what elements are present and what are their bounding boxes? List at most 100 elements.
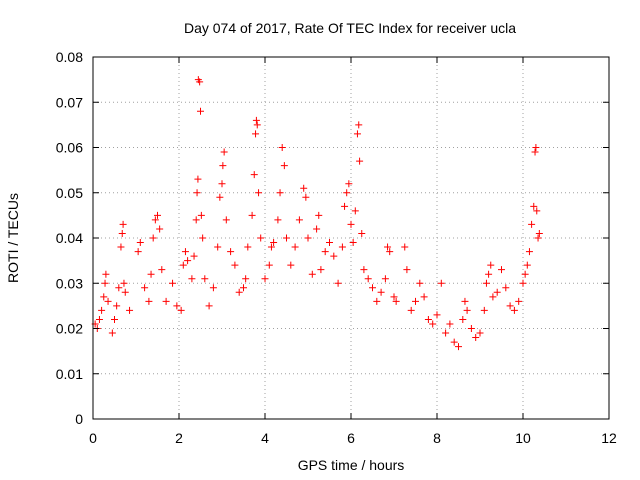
y-tick-label: 0.03 [56, 275, 83, 291]
data-point [403, 266, 411, 274]
data-point [201, 275, 209, 283]
data-point [523, 261, 531, 269]
data-point [463, 306, 471, 314]
data-point [392, 297, 400, 305]
data-point [341, 202, 349, 210]
data-point [386, 248, 394, 256]
data-point [321, 248, 329, 256]
data-point [360, 266, 368, 274]
data-point [429, 320, 437, 328]
y-tick-label: 0 [75, 411, 83, 427]
data-point [102, 270, 110, 278]
data-point [381, 275, 389, 283]
data-point [338, 243, 346, 251]
y-tick-label: 0.04 [56, 230, 83, 246]
x-tick-label: 12 [601, 430, 617, 446]
data-point [424, 315, 432, 323]
data-point [377, 288, 385, 296]
data-point [184, 257, 192, 265]
data-point [190, 252, 198, 260]
data-point [302, 193, 310, 201]
data-point [141, 284, 149, 292]
y-tick-label: 0.08 [56, 49, 83, 65]
data-point [205, 302, 213, 310]
data-point [525, 248, 533, 256]
data-point [510, 306, 518, 314]
data-point [308, 270, 316, 278]
data-point [199, 234, 207, 242]
data-point [274, 216, 282, 224]
data-point [193, 189, 201, 197]
x-tick-label: 2 [175, 430, 183, 446]
data-point [154, 211, 161, 219]
data-point [242, 275, 250, 283]
data-point [531, 148, 539, 156]
data-point [535, 229, 543, 237]
data-point [519, 279, 527, 287]
data-point [390, 293, 398, 301]
x-axis-label: GPS time / hours [298, 457, 405, 473]
data-point [506, 302, 514, 310]
x-tick-label: 6 [347, 430, 355, 446]
x-tick-label: 0 [89, 430, 97, 446]
data-point [95, 315, 103, 323]
data-point [433, 311, 441, 319]
data-point [162, 297, 170, 305]
data-point [253, 121, 261, 129]
data-point [216, 193, 224, 201]
data-point [351, 207, 359, 215]
data-point [188, 275, 196, 283]
data-point [313, 225, 321, 233]
data-point [534, 234, 542, 242]
data-point [459, 315, 467, 323]
data-point [315, 211, 323, 219]
data-point [369, 284, 376, 292]
data-point [115, 284, 123, 292]
y-tick-label: 0.01 [56, 366, 83, 382]
data-point [267, 243, 275, 251]
data-point [498, 266, 505, 274]
data-point [235, 288, 243, 296]
data-point [355, 121, 363, 129]
data-point [487, 261, 495, 269]
grid [93, 57, 609, 419]
data-point [219, 162, 227, 170]
data-point [177, 306, 185, 314]
data-point [287, 261, 295, 269]
data-point [252, 116, 260, 124]
data-point [347, 220, 355, 228]
data-point [349, 239, 357, 247]
data-point [489, 293, 497, 301]
data-point [317, 266, 325, 274]
x-tick-label: 4 [261, 430, 269, 446]
data-point [493, 288, 501, 296]
data-point [485, 270, 493, 278]
data-point [149, 234, 157, 242]
data-point [145, 297, 153, 305]
data-point [334, 279, 342, 287]
data-point [197, 211, 205, 219]
data-point [111, 315, 118, 323]
data-point [181, 248, 189, 256]
data-point [222, 216, 230, 224]
data-point [401, 243, 409, 251]
data-point [515, 297, 523, 305]
data-point [108, 329, 116, 337]
data-point [270, 239, 278, 247]
data-point [244, 243, 252, 251]
data-point [252, 130, 260, 138]
data-point [136, 239, 144, 247]
data-point [502, 284, 510, 292]
data-point [113, 302, 121, 310]
data-point [482, 279, 490, 287]
data-point [255, 189, 263, 197]
data-point [437, 279, 445, 287]
data-point [156, 225, 164, 233]
data-point [134, 248, 142, 256]
data-point [173, 302, 181, 310]
data-point [364, 275, 372, 283]
data-point [147, 270, 155, 278]
data-point [304, 234, 312, 242]
data-point [467, 325, 475, 332]
